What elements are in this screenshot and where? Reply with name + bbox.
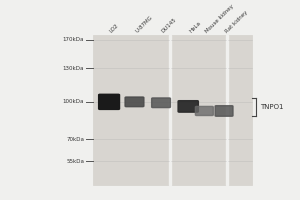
Bar	[169, 35, 172, 185]
FancyBboxPatch shape	[99, 94, 119, 109]
FancyBboxPatch shape	[195, 106, 213, 116]
FancyBboxPatch shape	[125, 97, 144, 107]
FancyBboxPatch shape	[152, 98, 170, 108]
Text: 55kDa: 55kDa	[66, 159, 84, 164]
Text: 70kDa: 70kDa	[66, 137, 84, 142]
Text: 170kDa: 170kDa	[63, 37, 84, 42]
Bar	[172, 35, 226, 185]
FancyBboxPatch shape	[178, 101, 198, 112]
Text: TNPO1: TNPO1	[260, 104, 284, 110]
Text: HeLa: HeLa	[188, 20, 202, 34]
Text: DU145: DU145	[161, 17, 178, 34]
Text: U-87MG: U-87MG	[134, 15, 154, 34]
FancyBboxPatch shape	[215, 106, 233, 116]
Text: Rat kidney: Rat kidney	[224, 9, 248, 34]
Text: 130kDa: 130kDa	[63, 66, 84, 71]
Bar	[228, 35, 251, 185]
Text: 100kDa: 100kDa	[63, 99, 84, 104]
Bar	[93, 35, 170, 185]
Text: Mouse kidney: Mouse kidney	[204, 3, 235, 34]
Bar	[226, 35, 228, 185]
Text: LO2: LO2	[109, 23, 120, 34]
